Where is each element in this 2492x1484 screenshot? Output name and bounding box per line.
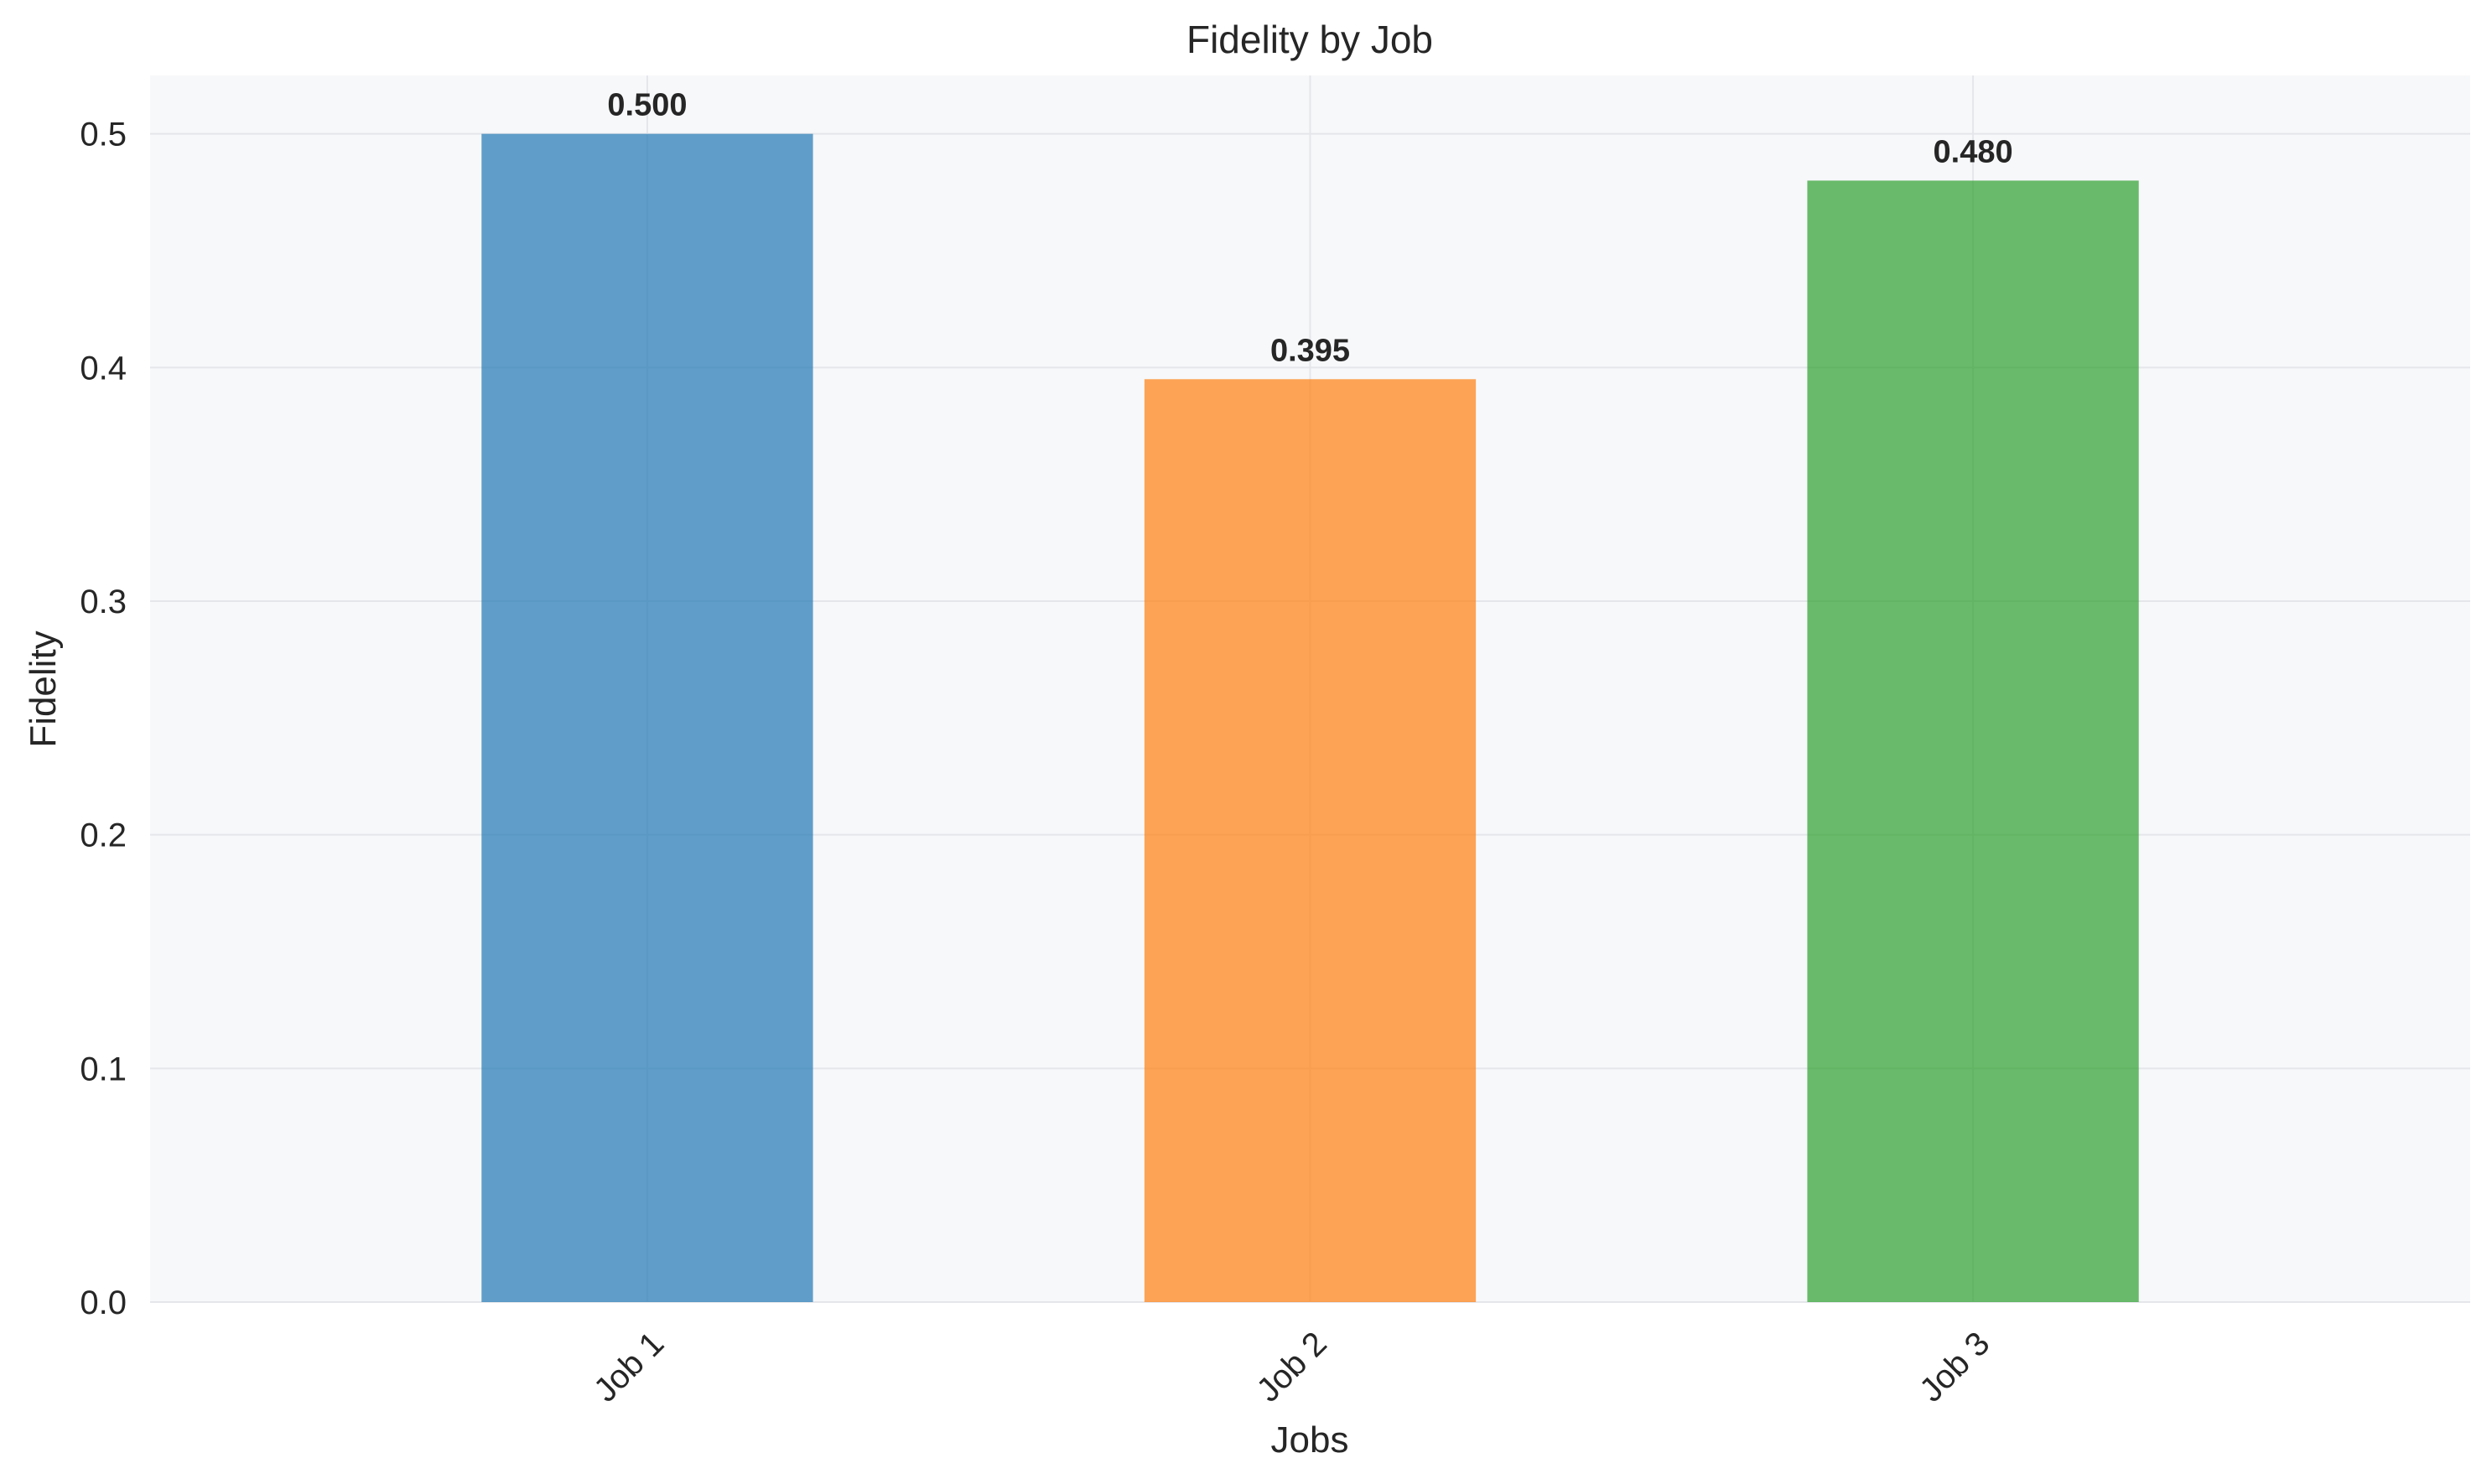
- y-tick-label: 0.5: [80, 117, 127, 153]
- x-tick-label: Job 1: [587, 1325, 671, 1409]
- x-axis-label: Jobs: [1271, 1419, 1349, 1461]
- x-axis-ticks: Job 1 Job 2 Job 3: [587, 1325, 1996, 1409]
- y-axis-ticks: 0.0 0.1 0.2 0.3 0.4 0.5: [80, 117, 127, 1321]
- bar-value-label: 0.480: [1934, 134, 2013, 169]
- bar-value-label: 0.395: [1270, 333, 1350, 368]
- bar-2: [1144, 379, 1477, 1303]
- bar-1: [481, 133, 813, 1303]
- y-tick-label: 0.0: [80, 1284, 127, 1321]
- bar-value-label: 0.500: [607, 88, 687, 123]
- y-tick-label: 0.1: [80, 1051, 127, 1087]
- y-axis-label: Fidelity: [23, 630, 64, 747]
- y-tick-label: 0.3: [80, 584, 127, 620]
- x-tick-label: Job 3: [1913, 1325, 1996, 1409]
- x-tick-label: Job 2: [1250, 1325, 1334, 1409]
- y-tick-label: 0.4: [80, 350, 127, 387]
- chart-title: Fidelity by Job: [1186, 18, 1433, 61]
- bar-3: [1807, 180, 2139, 1302]
- y-tick-label: 0.2: [80, 817, 127, 854]
- bar-value-labels: 0.500 0.395 0.480: [607, 88, 2012, 369]
- bars: [481, 133, 2139, 1303]
